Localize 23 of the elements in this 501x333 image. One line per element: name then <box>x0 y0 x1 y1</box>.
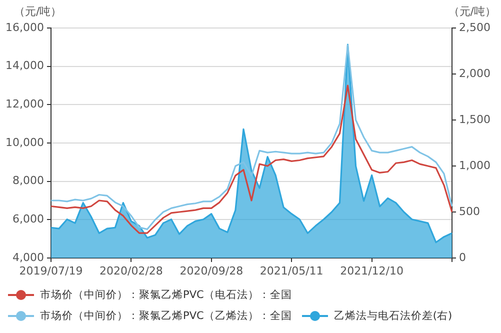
y2-tick-label: 500 <box>459 204 480 218</box>
y2-tick-label: 0 <box>459 250 466 264</box>
legend-label: 乙烯法与电石法价差(右) <box>334 308 452 322</box>
y2-tick-label: 1,500 <box>459 112 490 126</box>
y-tick-label: 10,000 <box>6 136 44 149</box>
y-tick-label: 16,000 <box>6 20 44 34</box>
y-axis-title: （元/吨） <box>14 4 62 18</box>
y-tick-label: 12,000 <box>6 98 44 111</box>
x-tick-label: 2020/02/28 <box>99 264 163 278</box>
y2-tick-label: 1,000 <box>459 158 490 172</box>
y2-tick-label: 2,000 <box>459 66 490 80</box>
legend-label: 市场价（中间价）：聚氯乙烯PVC（电石法）：全国 <box>40 288 292 302</box>
x-tick-label: 2019/07/19 <box>19 264 83 278</box>
y-tick-label: 14,000 <box>6 59 44 72</box>
y-tick-label: 6,000 <box>12 212 44 226</box>
y2-tick-label: 2,500 <box>459 20 490 34</box>
y2-axis-title: （元/吨） <box>448 4 496 18</box>
x-tick-label: 2021/12/10 <box>340 264 404 278</box>
y-tick-label: 4,000 <box>12 250 44 264</box>
x-tick-label: 2020/09/28 <box>180 264 244 278</box>
y-tick-label: 8,000 <box>12 174 44 188</box>
legend-label: 市场价（中间价）：聚氯乙烯PVC（乙烯法）：全国 <box>40 308 292 322</box>
x-tick-label: 2021/05/11 <box>260 264 324 278</box>
